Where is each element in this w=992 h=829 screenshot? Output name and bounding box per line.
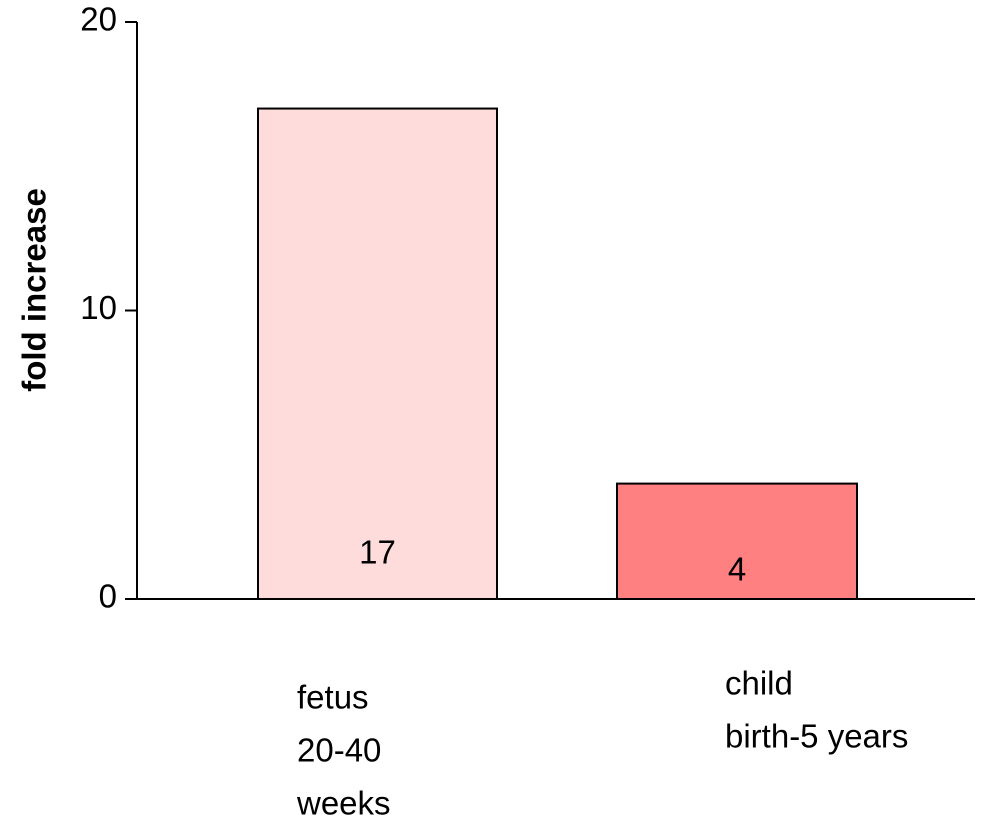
- x-tick-label: fetus: [297, 679, 369, 716]
- x-tick-label: child: [725, 665, 793, 702]
- x-tick-label: birth-5 years: [725, 718, 908, 755]
- y-axis-label: fold increase: [16, 188, 53, 392]
- bar: [257, 107, 498, 601]
- y-tick-label: 0: [99, 578, 117, 615]
- y-tick-label: 10: [80, 289, 117, 326]
- bar: [616, 482, 858, 601]
- data-label: 4: [728, 551, 746, 588]
- y-tick-label: 20: [80, 1, 117, 38]
- x-tick-label: 20-40: [297, 732, 381, 769]
- data-label: 17: [359, 534, 396, 571]
- x-tick-label: weeks: [296, 785, 391, 822]
